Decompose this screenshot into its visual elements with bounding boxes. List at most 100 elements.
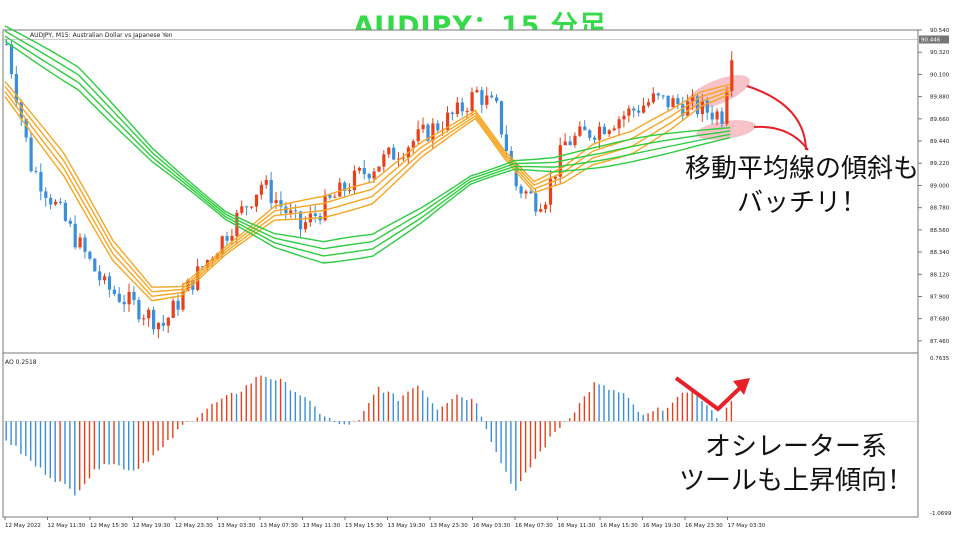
candle-body <box>58 201 63 203</box>
ma_fast-line <box>4 90 731 298</box>
ao-bar <box>554 421 556 432</box>
time-tick-label: 17 May 03:30 <box>728 523 766 529</box>
candle-body <box>107 276 112 290</box>
candle-body <box>436 123 440 131</box>
candle-body <box>646 102 651 106</box>
candle-body <box>387 147 391 155</box>
ao-bar <box>221 398 223 422</box>
ao-bar <box>637 411 639 422</box>
candle-body <box>5 44 9 46</box>
ao-bar <box>69 421 71 489</box>
ao-bar <box>5 421 7 441</box>
ao-bar <box>730 400 733 422</box>
ao-bar <box>671 402 674 422</box>
ao-bar <box>201 412 203 422</box>
candle-body <box>269 179 273 203</box>
ao-bar <box>289 390 292 422</box>
ao-bar <box>520 421 522 482</box>
ao-bar <box>387 391 390 422</box>
ao-bar <box>25 421 27 456</box>
ao-bar <box>314 406 316 422</box>
ao-bar <box>74 421 76 496</box>
candle-body <box>691 96 695 102</box>
candle-body <box>519 186 523 194</box>
candle-body <box>338 182 342 197</box>
candle-body <box>695 96 700 115</box>
ao-bar <box>657 407 659 422</box>
candle-body <box>245 206 249 208</box>
ao-bar <box>422 390 424 422</box>
candle-body <box>401 157 406 159</box>
ao-bar <box>480 416 483 422</box>
ao-bar <box>338 421 341 425</box>
ao-bar <box>186 421 189 422</box>
candle-body <box>446 112 450 130</box>
ma_slow-line <box>4 30 731 250</box>
candle-body <box>504 134 508 151</box>
candle-body <box>632 108 636 111</box>
ao-bar <box>622 393 625 422</box>
symbol-info: AUDJPY, M15: Australian Dollar vs Japane… <box>30 32 173 39</box>
ao-bar <box>270 379 272 422</box>
ao-bar <box>725 407 728 422</box>
candle-body <box>201 266 205 268</box>
ao-bar <box>647 413 649 422</box>
candle-body <box>29 137 33 172</box>
candle-body <box>578 126 582 136</box>
candle-body <box>730 60 734 92</box>
candle-body <box>333 196 337 198</box>
candle-body <box>622 115 626 120</box>
candle-body <box>303 222 308 230</box>
candle-body <box>73 223 77 248</box>
ao-bar <box>343 421 345 425</box>
candle-body <box>593 137 597 140</box>
ao-bar <box>20 421 22 454</box>
candle-body <box>583 126 587 131</box>
ao-bar <box>392 393 394 422</box>
ao-bar <box>108 421 110 465</box>
ao-bar <box>471 398 473 422</box>
ao-bar <box>373 394 375 422</box>
candle-body <box>627 108 631 116</box>
ao-bar <box>245 385 247 422</box>
ao-bar <box>93 421 96 470</box>
ao-bar <box>162 421 164 448</box>
candle-body <box>313 213 317 216</box>
candle-body <box>720 111 724 124</box>
oscillator-label: AO 0.2518 <box>5 359 37 366</box>
ao-bar <box>235 393 238 422</box>
candle-body <box>485 95 489 105</box>
ao-tick-label: 0.7635 <box>930 356 950 362</box>
candle-body <box>323 195 327 221</box>
candle-body <box>539 209 543 212</box>
ao-bar <box>226 395 228 422</box>
time-tick-label: 16 May 15:30 <box>600 523 638 529</box>
candle-body <box>470 92 474 112</box>
ao-bar <box>328 417 331 422</box>
ao-bar <box>382 392 385 422</box>
ao-bar <box>103 421 105 465</box>
candle-body <box>352 170 357 191</box>
ao-bar <box>544 421 546 448</box>
candle-body <box>715 111 719 120</box>
candle-body <box>156 322 161 330</box>
ao-bar <box>113 421 115 465</box>
candle-body <box>225 236 229 241</box>
candle-body <box>392 147 396 160</box>
price-tick-label: 89.220 <box>930 161 950 167</box>
ao-bar <box>407 391 409 422</box>
price-tick-label: 88.120 <box>930 272 950 278</box>
price-tick-label: 89.660 <box>930 117 950 123</box>
ao-bar <box>446 402 448 422</box>
candle-body <box>602 126 606 135</box>
ao-bar <box>559 421 561 429</box>
candle-body <box>475 90 479 93</box>
candle-body <box>642 105 646 113</box>
ao-bar <box>475 403 478 422</box>
ao-bar <box>79 421 81 491</box>
ao-bar <box>304 397 306 422</box>
time-tick-label: 13 May 19:30 <box>388 523 426 529</box>
trend-arrow-line <box>674 376 744 412</box>
ao-bar <box>363 410 365 422</box>
ao-bar <box>681 392 684 422</box>
